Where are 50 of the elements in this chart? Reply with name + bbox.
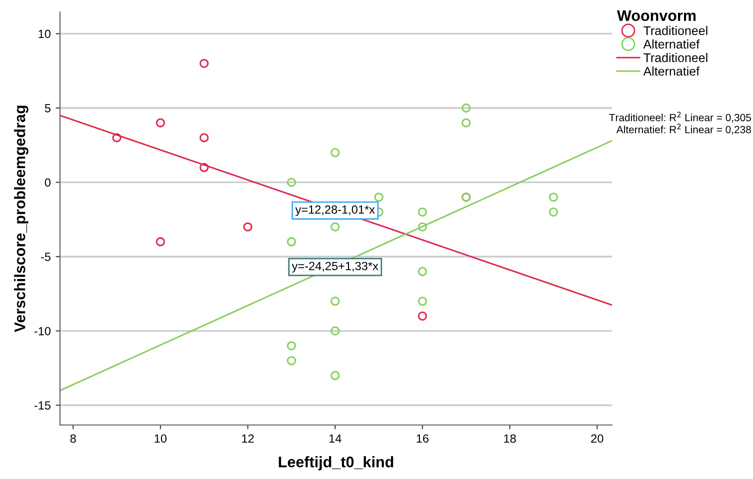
- y-axis-title: Verschilscore_probleemgedrag: [14, 106, 28, 332]
- point: [548, 207, 558, 217]
- point: [330, 148, 340, 158]
- y-tick-label: -10: [34, 326, 51, 336]
- y-tick-label: 0: [44, 178, 51, 187]
- point: [462, 118, 471, 128]
- y-tick-label: 5: [44, 104, 50, 112]
- point: [330, 296, 340, 306]
- point: [374, 192, 384, 202]
- legend-label: Traditioneel: [644, 26, 708, 36]
- point: [418, 266, 428, 276]
- point: [156, 237, 166, 246]
- annotation: y=12,28-1,01*x: [295, 205, 375, 216]
- point: [156, 118, 166, 128]
- y-tick-label: 10: [38, 30, 51, 38]
- annotation: y=-24,25+1,33*x: [292, 262, 378, 273]
- point: [286, 341, 296, 350]
- point: [330, 370, 340, 380]
- point: [286, 356, 296, 366]
- point: [548, 192, 558, 202]
- legend-label: Alternatief: [643, 66, 700, 76]
- point: [418, 207, 428, 217]
- x-tick-label: 14: [329, 434, 342, 443]
- point: [418, 311, 428, 321]
- point: [286, 178, 296, 187]
- y-tick-label: -15: [34, 401, 50, 410]
- point: [200, 133, 209, 142]
- legend-title: Woonvorm: [617, 10, 696, 22]
- text: Alternatief: R$^{2}$ Linear = 0,238: [616, 124, 751, 135]
- x-axis-title: Leeftijd_t0_kind: [278, 456, 394, 470]
- legend-label: Traditioneel: [644, 52, 708, 62]
- point: [112, 133, 122, 142]
- y-tick-label: -5: [41, 252, 50, 262]
- x-tick-label: 8: [70, 434, 76, 443]
- x-tick-label: 10: [154, 434, 167, 443]
- point: [330, 326, 340, 336]
- x-tick-label: 12: [242, 434, 254, 443]
- x-tick-label: 20: [591, 434, 604, 443]
- point: [286, 237, 296, 246]
- point: [243, 222, 252, 232]
- x-tick-label: 16: [416, 434, 429, 443]
- annotation: Traditioneel: R$^{2}$ Linear = 0,305: [609, 112, 752, 123]
- x-tick-label: 18: [504, 434, 516, 443]
- point: [330, 222, 340, 232]
- point: [200, 58, 209, 68]
- point: [462, 103, 471, 113]
- point: [418, 296, 428, 306]
- legend-label: Alternatief: [643, 39, 700, 49]
- point: [418, 222, 428, 232]
- point: [200, 162, 209, 172]
